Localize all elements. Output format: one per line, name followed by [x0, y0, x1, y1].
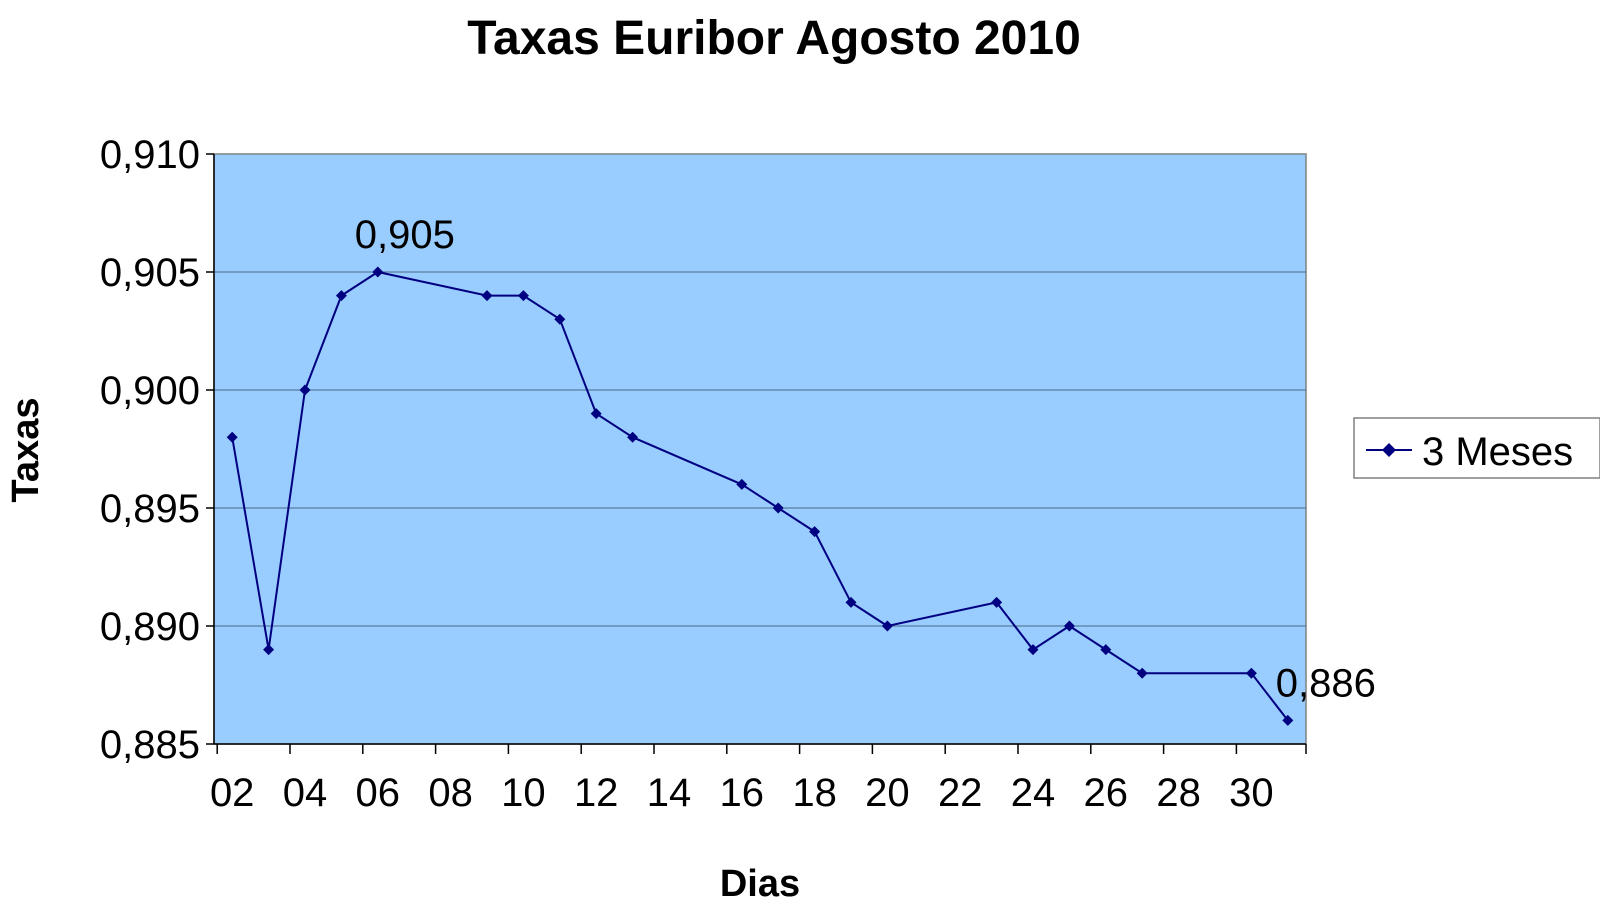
legend-label: 3 Meses [1422, 430, 1573, 474]
legend-box [1353, 417, 1600, 479]
y-tick-label: 0,885 [100, 723, 200, 767]
data-label: 0,886 [1276, 661, 1376, 705]
y-tick-label: 0,905 [100, 251, 200, 295]
x-tick-label: 08 [428, 771, 473, 815]
plot-area [213, 153, 1307, 745]
legend-marker [1382, 443, 1396, 457]
y-tick-label: 0,895 [100, 487, 200, 531]
data-point [1027, 644, 1039, 656]
data-point [226, 431, 238, 443]
series-markers [226, 266, 1294, 726]
series-line-3-meses [231, 270, 1289, 722]
x-tick-label: 24 [1011, 771, 1056, 815]
x-tick-label: 06 [356, 771, 401, 815]
data-point [845, 596, 857, 608]
x-tick-label: 30 [1229, 771, 1274, 815]
data-point [1063, 620, 1075, 632]
data-point [627, 431, 639, 443]
x-tick-label: 16 [720, 771, 765, 815]
data-point [736, 478, 748, 490]
x-tick-label: 18 [792, 771, 837, 815]
data-point [772, 502, 784, 514]
data-labels: 0,905 0,886 [355, 213, 1376, 705]
data-point [809, 526, 821, 538]
y-tick-labels: 0,885 0,890 0,895 0,900 0,905 0,910 [100, 133, 214, 767]
x-tick-label: 22 [938, 771, 983, 815]
x-tick-label: 26 [1084, 771, 1129, 815]
data-label: 0,905 [355, 213, 455, 257]
y-tick-label: 0,900 [100, 369, 200, 413]
data-point [881, 620, 893, 632]
legend: 3 Meses [1353, 417, 1600, 479]
data-point [1100, 644, 1112, 656]
y-tick-label: 0,890 [100, 605, 200, 649]
chart-title: Taxas Euribor Agosto 2010 [467, 12, 1081, 65]
x-tick-label: 10 [501, 771, 546, 815]
data-point [299, 384, 311, 396]
x-tick-label: 14 [647, 771, 692, 815]
x-axis-title: Dias [720, 863, 800, 905]
data-point [481, 290, 493, 302]
x-tick-label: 12 [574, 771, 619, 815]
x-tick-label: 20 [865, 771, 910, 815]
data-point [1245, 667, 1257, 679]
data-point [263, 644, 275, 656]
data-point [991, 596, 1003, 608]
y-tick-label: 0,910 [100, 133, 200, 177]
data-point [1136, 667, 1148, 679]
x-tick-label: 04 [283, 771, 328, 815]
data-point [1282, 714, 1294, 726]
x-tick-label: 02 [210, 771, 255, 815]
data-point [554, 313, 566, 325]
data-point [372, 266, 384, 278]
gridlines [214, 271, 1306, 627]
data-point [517, 290, 529, 302]
x-tick-label: 28 [1156, 771, 1201, 815]
x-tick-labels: 02 04 06 08 10 12 14 16 18 20 22 24 26 28 30 [210, 744, 1307, 815]
data-point [335, 290, 347, 302]
data-point [590, 408, 602, 420]
y-axis-title: Taxas [5, 398, 47, 503]
